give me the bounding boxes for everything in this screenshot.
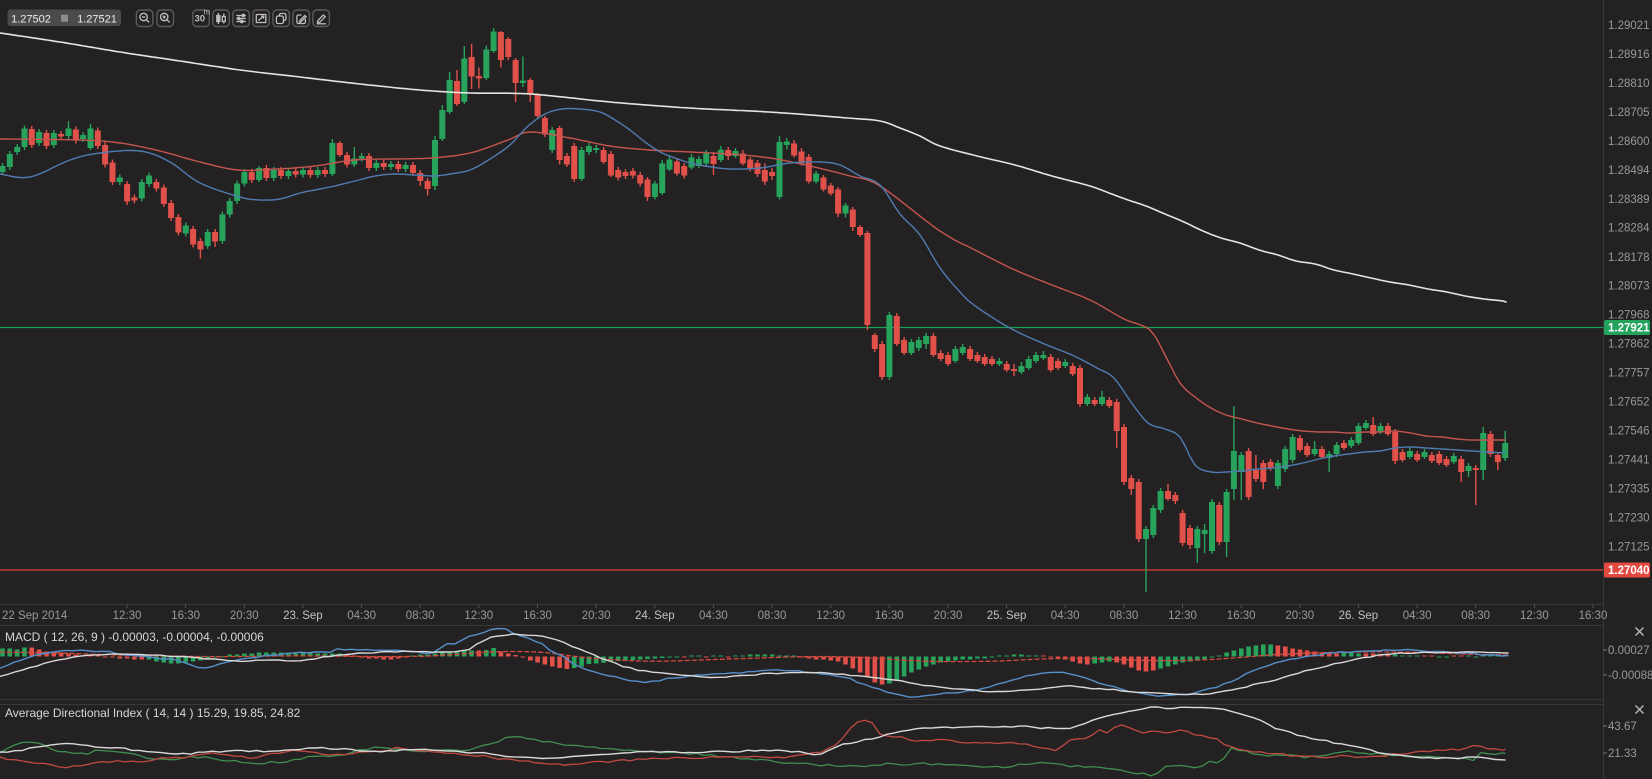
- svg-text:1.27757: 1.27757: [1608, 368, 1650, 380]
- svg-text:1.27040: 1.27040: [1608, 565, 1650, 577]
- svg-text:1.27546: 1.27546: [1608, 426, 1650, 438]
- svg-text:08:30: 08:30: [406, 610, 435, 622]
- svg-text:-0.00088: -0.00088: [1608, 670, 1652, 682]
- svg-text:m: m: [203, 8, 210, 17]
- svg-text:22 Sep 2014: 22 Sep 2014: [2, 610, 68, 622]
- svg-text:1.27521: 1.27521: [77, 14, 117, 26]
- svg-text:1.28916: 1.28916: [1608, 49, 1650, 61]
- svg-text:1.28178: 1.28178: [1608, 252, 1650, 264]
- svg-text:16:30: 16:30: [875, 610, 904, 622]
- svg-text:1.29021: 1.29021: [1608, 20, 1650, 32]
- svg-text:16:30: 16:30: [171, 610, 200, 622]
- svg-text:04:30: 04:30: [1403, 610, 1432, 622]
- svg-text:08:30: 08:30: [758, 610, 787, 622]
- svg-text:1.28705: 1.28705: [1608, 107, 1650, 119]
- svg-text:26. Sep: 26. Sep: [1339, 610, 1379, 622]
- svg-text:1.27862: 1.27862: [1608, 339, 1650, 351]
- svg-text:1.27502: 1.27502: [11, 14, 51, 26]
- svg-text:1.27441: 1.27441: [1608, 455, 1650, 467]
- svg-text:1.27968: 1.27968: [1608, 310, 1650, 322]
- svg-text:20:30: 20:30: [230, 610, 259, 622]
- svg-text:1.27652: 1.27652: [1608, 397, 1650, 409]
- svg-text:MACD ( 12, 26, 9 ) -0.00003, -: MACD ( 12, 26, 9 ) -0.00003, -0.00004, -…: [5, 630, 264, 644]
- svg-text:16:30: 16:30: [523, 610, 552, 622]
- svg-text:1.28389: 1.28389: [1608, 194, 1650, 206]
- svg-text:1.28284: 1.28284: [1608, 223, 1650, 235]
- svg-text:24. Sep: 24. Sep: [635, 610, 675, 622]
- svg-text:04:30: 04:30: [699, 610, 728, 622]
- svg-text:04:30: 04:30: [1051, 610, 1080, 622]
- svg-text:12:30: 12:30: [1168, 610, 1197, 622]
- svg-text:16:30: 16:30: [1227, 610, 1256, 622]
- svg-text:1.27921: 1.27921: [1608, 323, 1650, 335]
- svg-text:1.28810: 1.28810: [1608, 78, 1650, 90]
- svg-text:0.00027: 0.00027: [1608, 645, 1650, 657]
- svg-text:1.28073: 1.28073: [1608, 281, 1650, 293]
- svg-text:20:30: 20:30: [582, 610, 611, 622]
- svg-text:20:30: 20:30: [1285, 610, 1314, 622]
- svg-text:43.67: 43.67: [1608, 721, 1637, 733]
- svg-text:12:30: 12:30: [464, 610, 493, 622]
- svg-text:1.27125: 1.27125: [1608, 541, 1650, 553]
- svg-text:25. Sep: 25. Sep: [987, 610, 1027, 622]
- svg-text:1.27335: 1.27335: [1608, 484, 1650, 496]
- svg-text:Average Directional Index ( 14: Average Directional Index ( 14, 14 ) 15.…: [5, 706, 301, 720]
- svg-text:21.33: 21.33: [1608, 748, 1637, 760]
- svg-text:12:30: 12:30: [1520, 610, 1549, 622]
- svg-text:1.27230: 1.27230: [1608, 513, 1650, 525]
- svg-text:08:30: 08:30: [1110, 610, 1139, 622]
- svg-text:12:30: 12:30: [816, 610, 845, 622]
- svg-text:30: 30: [195, 14, 206, 25]
- svg-text:16:30: 16:30: [1579, 610, 1608, 622]
- svg-text:1.28494: 1.28494: [1608, 165, 1650, 177]
- svg-text:12:30: 12:30: [113, 610, 142, 622]
- svg-text:20:30: 20:30: [934, 610, 963, 622]
- svg-text:1.28600: 1.28600: [1608, 136, 1650, 148]
- svg-text:23. Sep: 23. Sep: [283, 610, 323, 622]
- svg-text:04:30: 04:30: [347, 610, 376, 622]
- svg-text:08:30: 08:30: [1461, 610, 1490, 622]
